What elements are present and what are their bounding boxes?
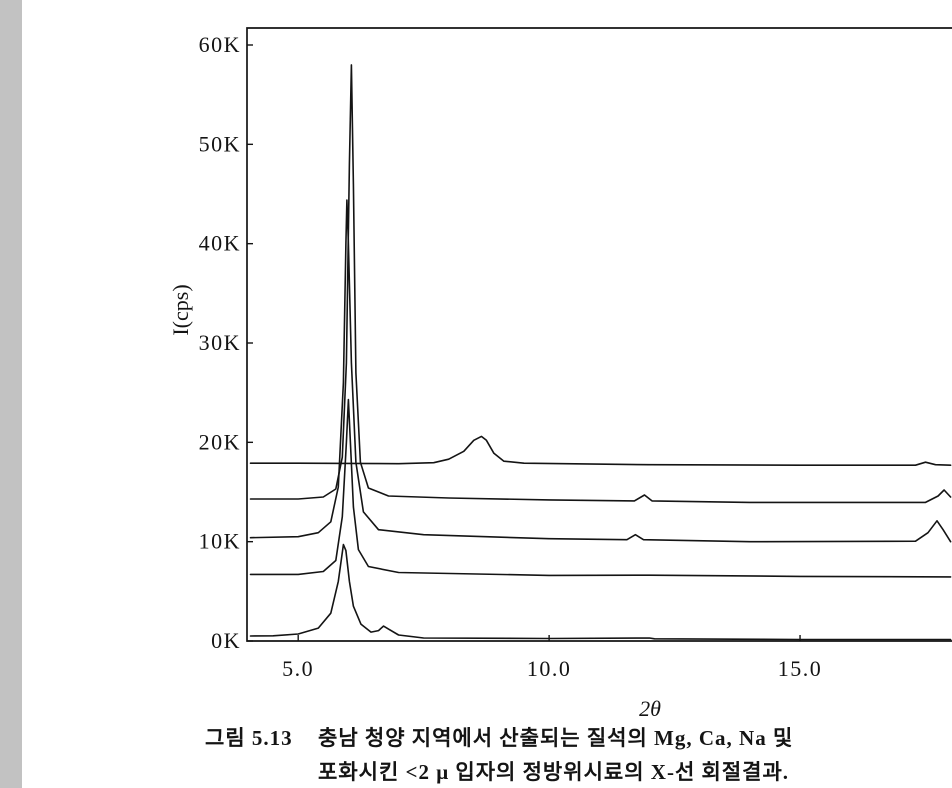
x-tick-label: 10.0 xyxy=(527,656,572,681)
x-tick-label: 5.0 xyxy=(282,656,314,681)
y-tick-label: 40K xyxy=(199,231,241,256)
y-tick-label: 30K xyxy=(199,330,241,355)
y-tick-label: 10K xyxy=(199,529,241,554)
caption-line-1: 충남 청양 지역에서 산출되는 질석의 Mg, Ca, Na 및 xyxy=(318,726,794,750)
y-tick-label: 60K xyxy=(199,32,241,57)
figure-number: 그림 5.13 xyxy=(205,726,293,750)
left-margin-strip xyxy=(0,0,22,788)
chart-axes xyxy=(246,27,952,642)
series-2-line xyxy=(249,64,952,504)
plot-frame xyxy=(246,27,952,642)
chart-series xyxy=(249,64,952,641)
y-axis-title: I(cps) xyxy=(168,284,193,335)
y-tick-label: 50K xyxy=(199,131,241,156)
y-tick-label: 20K xyxy=(199,429,241,454)
series-1-line xyxy=(249,435,952,466)
caption-line-2: 포화시킨 <2 μ 입자의 정방위시료의 X-선 회절결과. xyxy=(318,760,790,784)
series-4-line xyxy=(249,398,952,578)
chart-ticks: 0K 10K 20K 30K 40K 50K 60K 5.0 10.0 15.0 xyxy=(199,32,823,681)
y-tick-label: 0K xyxy=(211,628,241,653)
series-5-line xyxy=(249,543,952,641)
x-axis-title: 2θ xyxy=(639,696,661,721)
series-3-line xyxy=(249,199,952,543)
x-tick-label: 15.0 xyxy=(778,656,823,681)
